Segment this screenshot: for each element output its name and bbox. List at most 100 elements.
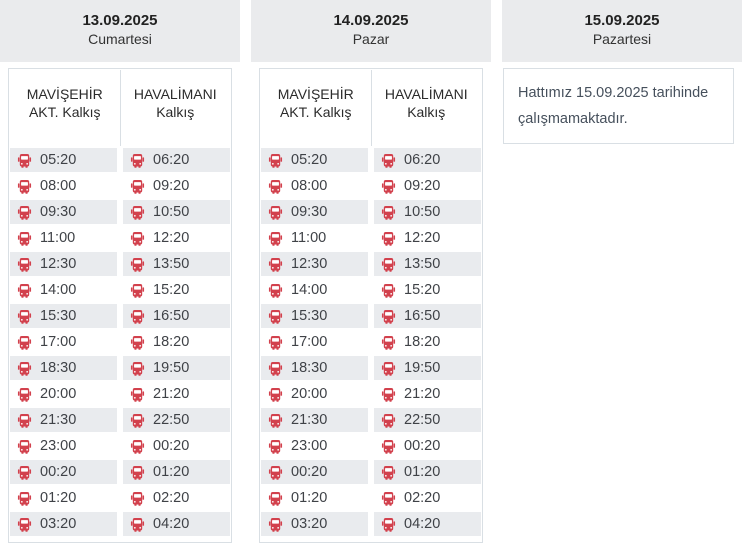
bus-icon [130,491,145,506]
time-label: 06:20 [153,152,190,168]
bus-icon [381,465,396,480]
time-cell: 19:50 [123,356,230,380]
bus-icon [130,205,145,220]
bus-icon [268,439,283,454]
time-cell: 22:50 [123,408,230,432]
day-panel-saturday: 13.09.2025 Cumartesi MAVİŞEHİR AKT. Kalk… [0,0,240,543]
time-cell: 04:20 [123,512,230,536]
notice-text: Hattımız 15.09.2025 tarihinde çalışmamak… [518,85,709,127]
column-header-line: MAVİŞEHİR [277,86,354,102]
time-label: 21:30 [291,412,328,428]
bus-icon [17,205,32,220]
bus-icon [381,491,396,506]
time-cell: 14:00 [261,278,368,302]
timetable-header: MAVİŞEHİR AKT. Kalkış HAVALİMANI Kalkış [10,70,230,146]
time-label: 00:20 [40,464,77,480]
time-cell: 15:30 [10,304,117,328]
bus-icon [268,205,283,220]
bus-icon [130,309,145,324]
time-label: 13:50 [404,256,441,272]
bus-icon [381,517,396,532]
column-header-mavisehir: MAVİŞEHİR AKT. Kalkış [261,70,371,146]
timetable-row: 09:30 10:50 [10,200,230,224]
time-label: 18:20 [404,334,441,350]
timetable-row: 23:00 00:20 [261,434,481,458]
timetable-row: 17:00 18:20 [261,330,481,354]
timetable-body: 05:20 06:20 08:00 09:20 09:30 10:50 11:00 12:20… [261,148,481,536]
bus-icon [17,283,32,298]
time-cell: 09:20 [374,174,481,198]
time-label: 01:20 [40,490,77,506]
time-cell: 08:00 [10,174,117,198]
bus-icon [268,491,283,506]
time-cell: 14:00 [10,278,117,302]
bus-icon [17,413,32,428]
bus-icon [381,439,396,454]
timetable-row: 23:00 00:20 [10,434,230,458]
time-cell: 23:00 [10,434,117,458]
bus-icon [130,439,145,454]
time-label: 16:50 [404,308,441,324]
time-cell: 02:20 [374,486,481,510]
time-cell: 01:20 [261,486,368,510]
time-label: 22:50 [153,412,190,428]
time-label: 21:20 [153,386,190,402]
time-label: 14:00 [291,282,328,298]
column-header-havalimani: HAVALİMANI Kalkış [119,70,231,146]
time-cell: 18:30 [10,356,117,380]
time-label: 16:50 [153,308,190,324]
time-cell: 01:20 [10,486,117,510]
time-label: 23:00 [291,438,328,454]
time-cell: 09:20 [123,174,230,198]
timetable-row: 18:30 19:50 [261,356,481,380]
time-label: 20:00 [40,386,77,402]
bus-icon [268,257,283,272]
bus-icon [130,153,145,168]
time-label: 08:00 [291,178,328,194]
time-label: 08:00 [40,178,77,194]
bus-icon [17,231,32,246]
column-header-line: AKT. Kalkış [28,104,101,120]
time-cell: 02:20 [123,486,230,510]
day-header: 15.09.2025 Pazartesi [502,0,742,62]
time-label: 12:30 [291,256,328,272]
time-label: 10:50 [404,204,441,220]
time-label: 15:20 [404,282,441,298]
column-header-line: Kalkış [407,104,446,120]
day-panel-monday: 15.09.2025 Pazartesi Hattımız 15.09.2025… [502,0,742,543]
bus-icon [268,387,283,402]
bus-icon [17,491,32,506]
bus-icon [381,361,396,376]
day-name-label: Pazartesi [592,31,652,47]
time-label: 00:20 [404,438,441,454]
time-cell: 21:20 [374,382,481,406]
time-label: 13:50 [153,256,190,272]
time-cell: 17:00 [261,330,368,354]
time-label: 03:20 [40,516,77,532]
notice-box: Hattımız 15.09.2025 tarihinde çalışmamak… [503,68,734,144]
bus-icon [17,335,32,350]
timetable-row: 20:00 21:20 [261,382,481,406]
day-name-label: Pazar [352,31,390,47]
time-cell: 09:30 [261,200,368,224]
time-cell: 16:50 [123,304,230,328]
timetable-row: 05:20 06:20 [10,148,230,172]
timetable-row: 14:00 15:20 [261,278,481,302]
bus-icon [130,361,145,376]
time-label: 15:30 [40,308,77,324]
time-label: 02:20 [153,490,190,506]
time-label: 09:20 [153,178,190,194]
time-cell: 03:20 [10,512,117,536]
bus-icon [381,153,396,168]
timetable-row: 15:30 16:50 [10,304,230,328]
time-label: 17:00 [40,334,77,350]
bus-icon [17,309,32,324]
timetable-header: MAVİŞEHİR AKT. Kalkış HAVALİMANI Kalkış [261,70,481,146]
time-cell: 15:30 [261,304,368,328]
timetable-row: 03:20 04:20 [10,512,230,536]
column-header-havalimani: HAVALİMANI Kalkış [370,70,482,146]
time-label: 12:20 [153,230,190,246]
bus-icon [17,439,32,454]
bus-icon [17,517,32,532]
time-cell: 08:00 [261,174,368,198]
